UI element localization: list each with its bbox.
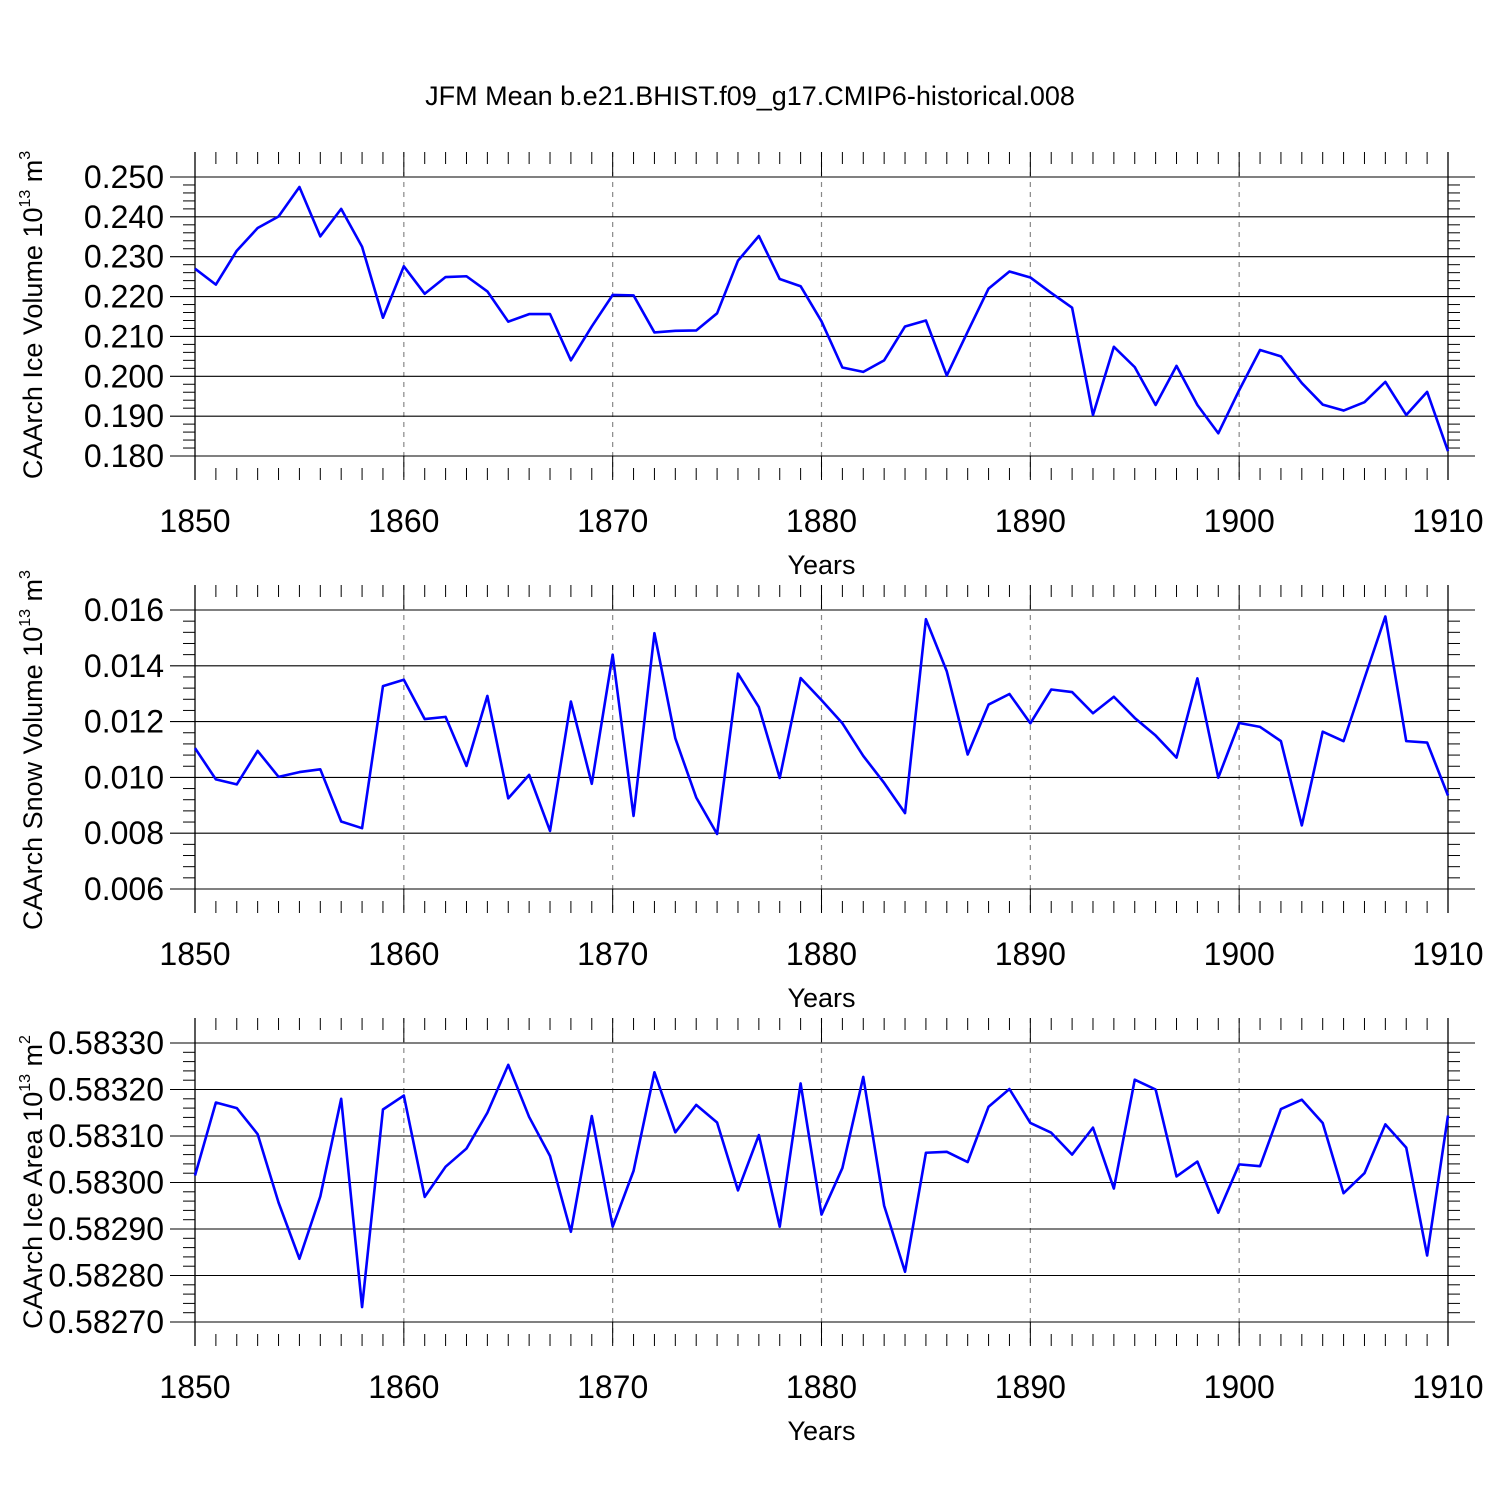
x-tick-label: 1890 bbox=[995, 503, 1066, 539]
y-tick-label: 0.240 bbox=[84, 199, 164, 235]
x-axis-label: Years bbox=[787, 550, 855, 580]
x-tick-label: 1860 bbox=[368, 936, 439, 972]
x-tick-label: 1880 bbox=[786, 503, 857, 539]
y-tick-label: 0.58280 bbox=[48, 1258, 164, 1294]
y-tick-label: 0.58290 bbox=[48, 1211, 164, 1247]
y-tick-label: 0.210 bbox=[84, 318, 164, 354]
y-tick-label: 0.230 bbox=[84, 239, 164, 275]
y-tick-label: 0.58270 bbox=[48, 1304, 164, 1340]
y-tick-label: 0.010 bbox=[84, 759, 164, 795]
x-tick-label: 1850 bbox=[159, 936, 230, 972]
x-tick-label: 1870 bbox=[577, 936, 648, 972]
figure-title: JFM Mean b.e21.BHIST.f09_g17.CMIP6-histo… bbox=[425, 81, 1075, 111]
y-tick-label: 0.200 bbox=[84, 358, 164, 394]
y-axis-label: CAArch Ice Volume 1013 m3 bbox=[17, 151, 48, 479]
y-axis-label: CAArch Ice Area 1013 m2 bbox=[17, 1035, 48, 1329]
x-tick-label: 1900 bbox=[1204, 936, 1275, 972]
x-tick-label: 1890 bbox=[995, 936, 1066, 972]
x-tick-label: 1880 bbox=[786, 936, 857, 972]
x-tick-label: 1860 bbox=[368, 1369, 439, 1405]
x-tick-label: 1870 bbox=[577, 1369, 648, 1405]
x-tick-label: 1910 bbox=[1412, 936, 1483, 972]
y-tick-label: 0.180 bbox=[84, 438, 164, 474]
x-tick-label: 1890 bbox=[995, 1369, 1066, 1405]
y-tick-label: 0.58310 bbox=[48, 1118, 164, 1154]
x-axis-label: Years bbox=[787, 1416, 855, 1446]
y-tick-label: 0.006 bbox=[84, 871, 164, 907]
y-tick-label: 0.016 bbox=[84, 592, 164, 628]
y-tick-label: 0.250 bbox=[84, 159, 164, 195]
x-tick-label: 1860 bbox=[368, 503, 439, 539]
x-tick-label: 1910 bbox=[1412, 503, 1483, 539]
panel-ice-area: 0.58270 0.58280 0.58290 0.58300 0.58310 0.583… bbox=[17, 1018, 1484, 1446]
x-tick-label: 1900 bbox=[1204, 503, 1275, 539]
y-tick-label: 0.014 bbox=[84, 648, 164, 684]
x-tick-label: 1870 bbox=[577, 503, 648, 539]
y-tick-label: 0.008 bbox=[84, 815, 164, 851]
y-tick-label: 0.58330 bbox=[48, 1025, 164, 1061]
x-tick-label: 1910 bbox=[1412, 1369, 1483, 1405]
x-tick-label: 1850 bbox=[159, 1369, 230, 1405]
x-tick-label: 1880 bbox=[786, 1369, 857, 1405]
x-tick-label: 1900 bbox=[1204, 1369, 1275, 1405]
y-axis-label: CAArch Snow Volume 1013 m3 bbox=[17, 570, 48, 930]
x-tick-label: 1850 bbox=[159, 503, 230, 539]
y-tick-label: 0.58300 bbox=[48, 1165, 164, 1201]
y-tick-label: 0.012 bbox=[84, 704, 164, 740]
y-tick-label: 0.58320 bbox=[48, 1072, 164, 1108]
panel-snow-volume: 0.006 0.008 0.010 0.012 0.014 0.016 1850 1860 18… bbox=[17, 570, 1484, 1013]
y-tick-label: 0.220 bbox=[84, 279, 164, 315]
x-axis-label: Years bbox=[787, 983, 855, 1013]
y-tick-label: 0.190 bbox=[84, 398, 164, 434]
